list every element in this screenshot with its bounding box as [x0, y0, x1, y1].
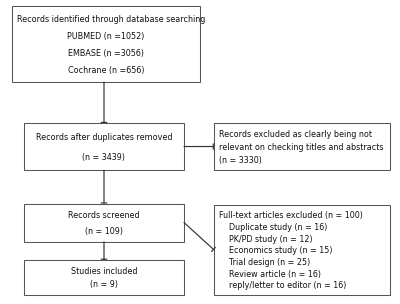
- Text: PK/PD study (n = 12): PK/PD study (n = 12): [219, 235, 313, 244]
- Text: Records excluded as clearly being not: Records excluded as clearly being not: [219, 130, 372, 139]
- FancyBboxPatch shape: [12, 6, 200, 82]
- FancyBboxPatch shape: [214, 123, 390, 170]
- Text: (n = 3330): (n = 3330): [219, 156, 262, 165]
- Text: (n = 9): (n = 9): [90, 281, 118, 289]
- Text: Review article (n = 16): Review article (n = 16): [219, 270, 321, 279]
- Text: Studies included: Studies included: [71, 267, 137, 276]
- FancyBboxPatch shape: [24, 260, 184, 295]
- Text: PUBMED (n =1052): PUBMED (n =1052): [67, 32, 145, 41]
- Text: Records screened: Records screened: [68, 211, 140, 220]
- Text: Economics study (n = 15): Economics study (n = 15): [219, 246, 333, 255]
- Text: (n = 109): (n = 109): [85, 226, 123, 236]
- Text: Records identified through database searching: Records identified through database sear…: [17, 15, 206, 24]
- Text: Records after duplicates removed: Records after duplicates removed: [36, 133, 172, 142]
- Text: relevant on checking titles and abstracts: relevant on checking titles and abstract…: [219, 143, 384, 152]
- Text: reply/letter to editor (n = 16): reply/letter to editor (n = 16): [219, 282, 346, 291]
- Text: (n = 3439): (n = 3439): [82, 153, 126, 162]
- Text: Cochrane (n =656): Cochrane (n =656): [68, 66, 144, 75]
- Text: Trial design (n = 25): Trial design (n = 25): [219, 258, 310, 267]
- FancyBboxPatch shape: [24, 204, 184, 242]
- Text: Full-text articles excluded (n = 100): Full-text articles excluded (n = 100): [219, 211, 363, 220]
- FancyBboxPatch shape: [24, 123, 184, 170]
- FancyBboxPatch shape: [214, 205, 390, 295]
- Text: EMBASE (n =3056): EMBASE (n =3056): [68, 49, 144, 58]
- Text: Duplicate study (n = 16): Duplicate study (n = 16): [219, 223, 328, 232]
